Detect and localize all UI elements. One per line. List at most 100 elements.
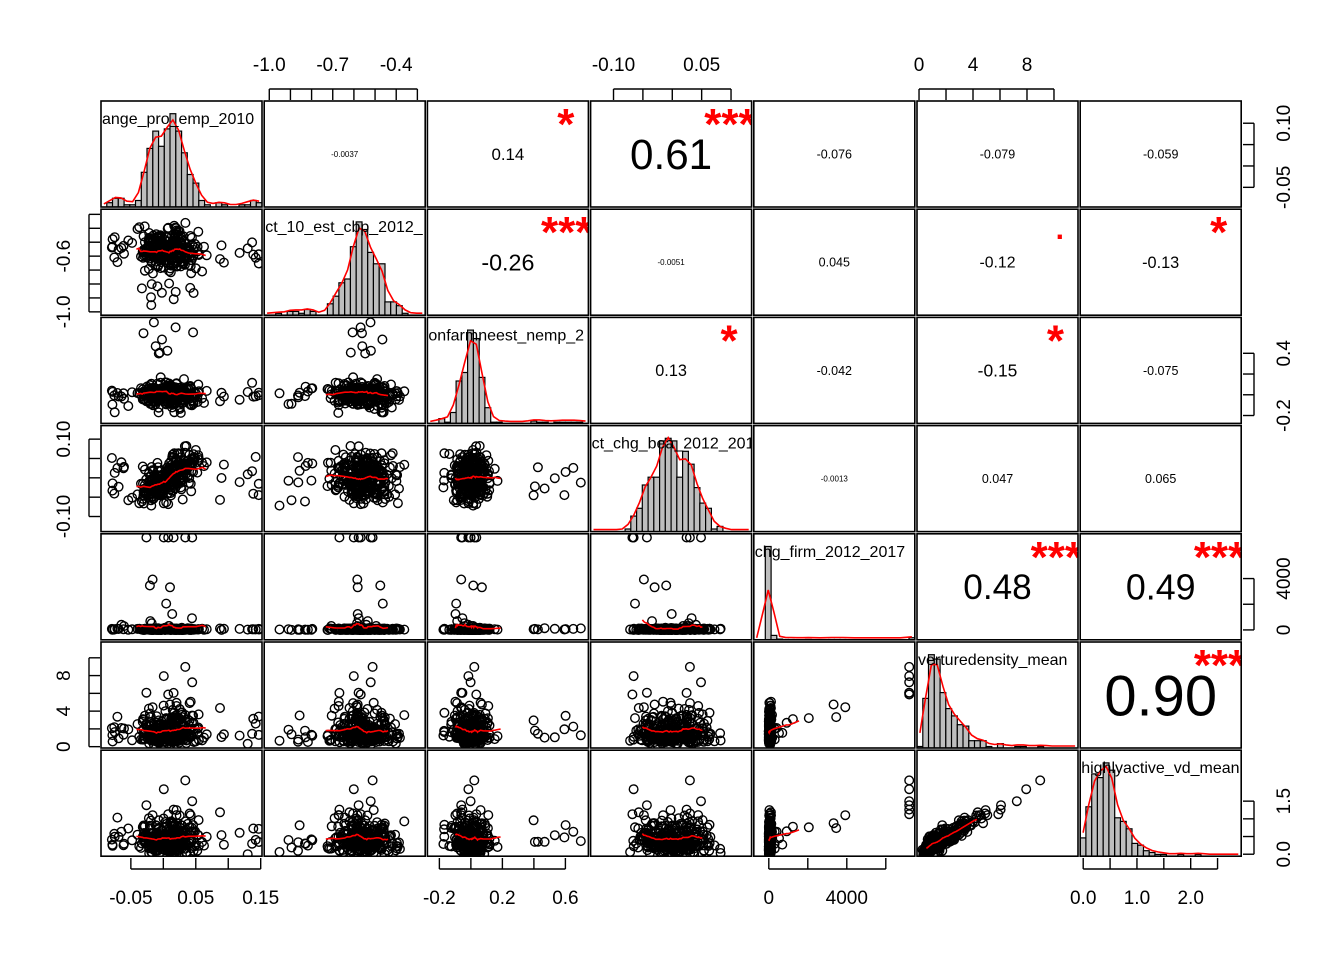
data-point [528, 624, 539, 635]
panel-border [589, 532, 753, 641]
data-point [456, 687, 467, 698]
data-point [696, 677, 707, 688]
data-point [390, 719, 401, 730]
data-point [242, 243, 253, 254]
data-point [156, 334, 167, 345]
histogram-bar [693, 487, 701, 532]
data-point [333, 397, 344, 408]
data-point [781, 717, 792, 728]
stars-clip: *** [704, 101, 751, 149]
panel-border [916, 424, 1079, 533]
scatter-points [438, 533, 586, 635]
data-point [138, 734, 149, 745]
data-point [353, 460, 364, 471]
data-point [166, 460, 177, 471]
data-point [188, 327, 199, 338]
data-point [168, 533, 179, 543]
histogram-bar [670, 440, 678, 532]
data-point [355, 322, 366, 333]
smooth [325, 390, 389, 397]
panel-5-6: 0.48*** [916, 532, 1079, 641]
data-point [151, 489, 162, 500]
data-point [214, 494, 225, 505]
panel-2-5: 0.045 [752, 208, 916, 316]
data-point [357, 713, 368, 724]
data-point [164, 582, 175, 593]
data-point [274, 388, 285, 399]
correlation-value: 0.61 [630, 131, 712, 178]
stars-clip: . [1056, 213, 1064, 246]
panel-2-7: -0.13* [1079, 208, 1242, 316]
data-point [155, 251, 166, 262]
panel-3-1 [100, 316, 263, 425]
data-point [164, 278, 175, 289]
data-point [465, 677, 476, 688]
data-point [152, 457, 163, 468]
data-point [764, 713, 775, 724]
data-point [374, 466, 385, 477]
stars-clip: *** [541, 208, 593, 257]
data-point [475, 697, 486, 708]
scatter-points [625, 533, 726, 635]
data-point [198, 732, 209, 743]
data-point [378, 407, 389, 418]
panel-border [426, 316, 590, 425]
data-point [463, 623, 474, 634]
data-point [376, 448, 387, 459]
data-point [158, 671, 169, 682]
data-point [377, 598, 388, 609]
data-point [158, 262, 169, 273]
data-point [184, 624, 195, 635]
data-point [132, 623, 143, 634]
data-point [630, 598, 641, 609]
data-point [168, 294, 179, 305]
data-point [324, 735, 335, 746]
data-point [247, 466, 258, 477]
data-point [696, 533, 706, 543]
data-point [253, 478, 262, 489]
data-point [127, 835, 138, 846]
data-point [216, 830, 227, 841]
data-point [666, 609, 677, 620]
data-point [147, 702, 158, 713]
density-line [103, 118, 260, 206]
data-point [529, 481, 540, 492]
panel-border [263, 316, 427, 425]
data-point [355, 533, 366, 543]
data-point [492, 475, 503, 486]
variable-label: ct_chg_bea_2012_201 [592, 436, 755, 453]
data-point [362, 453, 373, 464]
panel-border [100, 532, 263, 641]
data-point [163, 533, 174, 543]
data-point [392, 498, 403, 509]
data-point [253, 623, 262, 634]
data-point [329, 703, 340, 714]
data-point [357, 328, 368, 339]
data-point [248, 488, 259, 499]
data-point [539, 483, 550, 494]
data-point [176, 252, 187, 263]
data-point [141, 687, 152, 698]
data-point [529, 725, 540, 736]
data-point [354, 394, 365, 405]
panel-4-7: 0.065 [1079, 424, 1242, 533]
data-point [348, 671, 359, 682]
data-point [641, 623, 652, 634]
data-point [346, 484, 357, 495]
data-point [649, 582, 660, 593]
data-point [384, 713, 395, 724]
data-point [549, 473, 560, 484]
data-point [681, 533, 692, 543]
panel-border [100, 100, 263, 208]
data-point [354, 461, 365, 472]
data-point [451, 497, 462, 508]
data-point [161, 497, 172, 508]
panel-border [916, 641, 1079, 749]
data-point [365, 345, 376, 356]
data-point [151, 229, 162, 240]
data-point [357, 378, 368, 389]
panel-6-7: 0.90*** [1079, 641, 1242, 749]
panel-border [752, 208, 916, 316]
histogram-bar [332, 295, 340, 316]
significance-stars: *** [541, 208, 593, 257]
